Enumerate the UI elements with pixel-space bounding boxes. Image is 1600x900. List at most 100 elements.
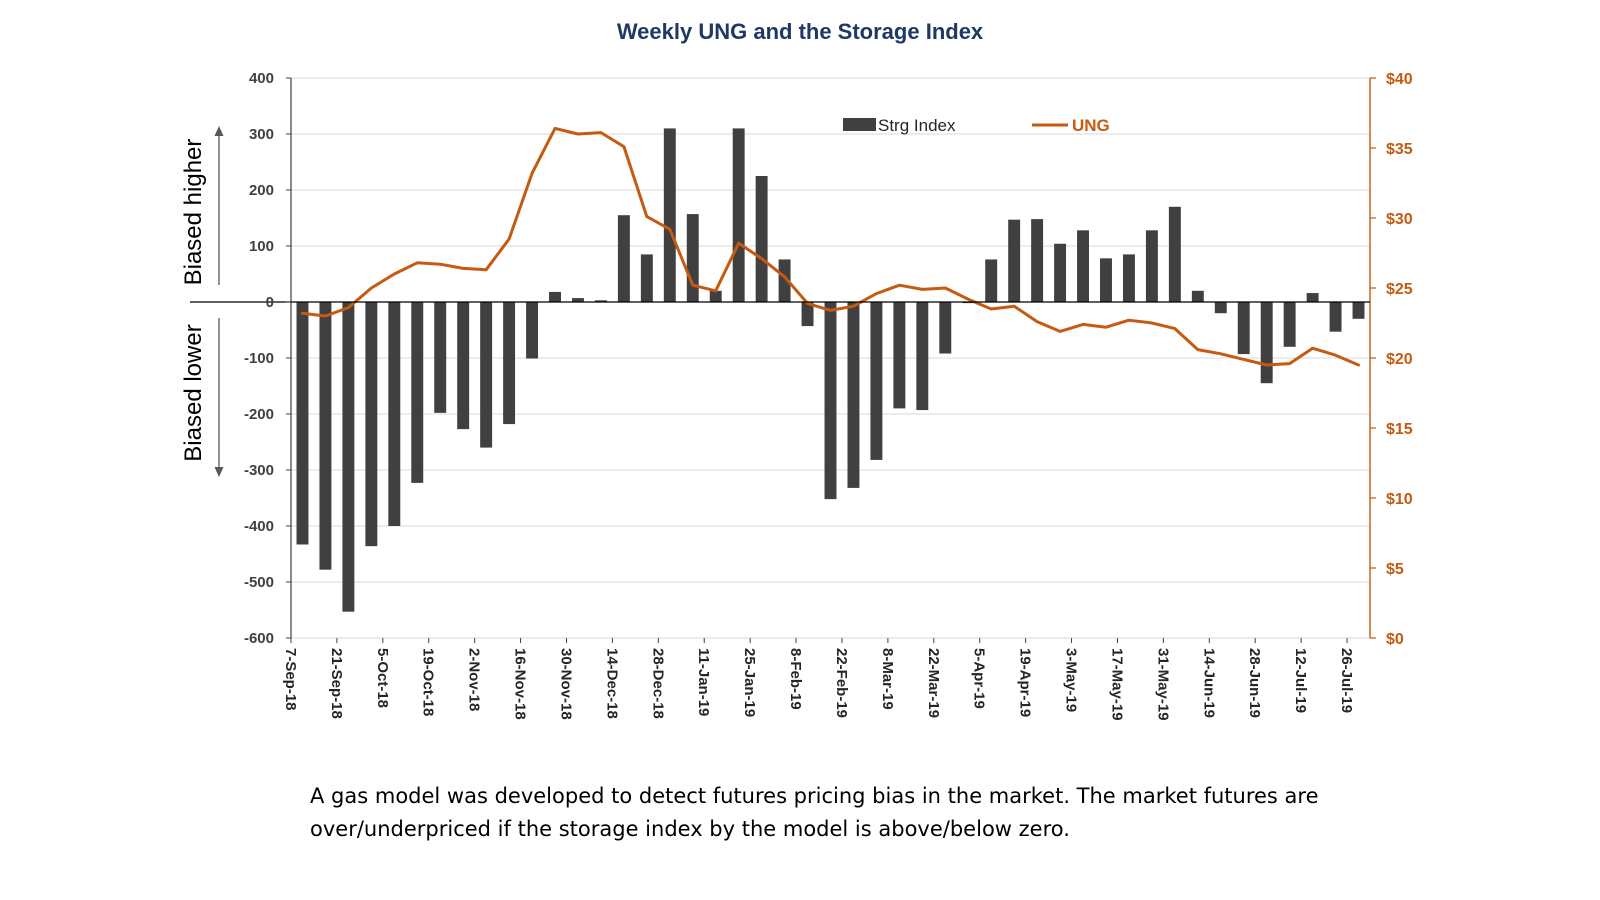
right-tick-label: $40 [1386,71,1413,88]
bar-strg-index [549,291,561,302]
x-tick-label: 2-Nov-18 [466,648,483,711]
left-tick-label: -500 [244,574,274,591]
bias-up-arrow-head [214,126,224,136]
line-series-ung [301,126,1360,367]
x-tick-label: 19-Apr-19 [1017,648,1034,717]
x-tick-label: 5-Oct-18 [374,648,391,708]
bar-strg-index [594,300,607,302]
left-tick-label: -600 [244,630,274,647]
bar-strg-index [870,302,883,460]
bar-strg-index [1352,302,1365,319]
bar-strg-index [457,302,470,430]
x-axis-ticks: 7-Sep-18 21-Sep-18 5-Oct-18 19-Oct-18 2-Nov-… [282,638,1355,721]
x-tick-label: 3-May-19 [1063,648,1080,712]
x-tick-label: 16-Nov-18 [512,648,529,720]
x-tick-label: 14-Jun-19 [1200,648,1217,718]
bar-strg-index [893,302,906,409]
x-tick-label: 31-May-19 [1154,648,1171,721]
bar-strg-index [640,254,653,302]
bar-strg-index [1306,293,1319,302]
x-tick-label: 28-Jun-19 [1246,648,1263,718]
left-tick-label: -400 [244,518,274,535]
bar-strg-index [480,302,493,448]
left-tick-label: -200 [244,406,274,423]
bar-strg-index [732,128,745,302]
left-tick-label: 200 [249,182,274,199]
bar-strg-index [434,302,447,413]
left-tick-label: 400 [249,70,274,87]
x-tick-label: 8-Feb-19 [787,648,804,710]
x-tick-label: 30-Nov-18 [558,648,575,720]
x-tick-label: 11-Jan-19 [695,648,712,716]
bar-strg-index [1283,302,1296,347]
bar-series-strg-index [296,128,1365,612]
legend-label-ung: UNG [1072,116,1110,135]
bar-strg-index [526,302,539,359]
right-tick-label: $30 [1386,211,1413,228]
bar-strg-index [1077,230,1090,302]
bar-strg-index [1191,290,1204,302]
bar-strg-index [571,298,584,302]
x-tick-label: 21-Sep-18 [328,648,345,719]
bar-strg-index [1054,243,1067,302]
bar-strg-index [365,302,378,547]
left-tick-label: 300 [249,126,274,143]
right-tick-label: $25 [1386,281,1413,298]
right-tick-label: $5 [1386,561,1404,578]
x-tick-label: 5-Apr-19 [971,648,988,709]
left-axis-ticks: 400 300 200 100 0 -100 -200 -300 -400 -500 -600 [244,70,291,647]
left-tick-label: 0 [266,294,274,311]
bar-strg-index [388,302,401,526]
bar-strg-index [1260,302,1273,384]
left-tick-label: -100 [244,350,274,367]
bar-strg-index [916,302,929,411]
bar-strg-index [1214,302,1227,314]
right-tick-label: $35 [1386,141,1413,158]
chart-title: Weekly UNG and the Storage Index [617,19,984,44]
x-tick-label: 19-Oct-18 [420,648,437,716]
x-tick-label: 28-Dec-18 [649,648,666,719]
bar-strg-index [319,302,332,570]
bar-strg-index [1031,219,1044,302]
x-tick-label: 8-Mar-19 [879,648,896,710]
bar-strg-index [939,302,952,354]
x-tick-label: 22-Mar-19 [925,648,942,718]
right-tick-label: $10 [1386,491,1413,508]
bar-strg-index [1100,258,1112,302]
bar-strg-index [342,302,355,612]
bar-strg-index [1168,206,1181,302]
bar-strg-index [1237,302,1250,355]
bar-strg-index [1008,219,1021,302]
bar-strg-index [709,290,722,302]
bias-down-arrow-head [214,467,224,477]
legend-label-strg-index: Strg Index [878,116,956,135]
left-tick-label: -300 [244,462,274,479]
bar-strg-index [778,259,791,302]
x-tick-label: 17-May-19 [1109,648,1126,721]
bar-strg-index [663,128,676,302]
right-axis-ticks: $40 $35 $30 $25 $20 $15 $10 $5 $0 [1370,71,1413,648]
line-ung [301,126,1360,367]
x-tick-label: 26-Jul-19 [1338,648,1355,713]
right-tick-label: $15 [1386,421,1413,438]
bar-strg-index [296,302,309,545]
bar-strg-index [411,302,424,483]
x-tick-label: 22-Feb-19 [833,648,850,718]
bar-strg-index [801,302,814,327]
x-tick-label: 7-Sep-18 [282,648,299,711]
x-tick-label: 12-Jul-19 [1292,648,1309,713]
right-tick-label: $20 [1386,351,1413,368]
bar-strg-index [985,259,998,302]
right-tick-label: $0 [1386,631,1404,648]
left-tick-label: 100 [249,238,274,255]
chart-caption: A gas model was developed to detect futu… [310,784,1319,841]
bar-strg-index [1329,302,1342,332]
bar-strg-index [755,176,768,302]
x-tick-label: 25-Jan-19 [741,648,758,717]
bar-strg-index [824,302,837,500]
bar-strg-index [503,302,516,425]
legend-swatch-strg-index [843,118,876,131]
bias-annotation: Biased higher Biased lower [180,126,224,477]
bar-strg-index [686,214,699,302]
